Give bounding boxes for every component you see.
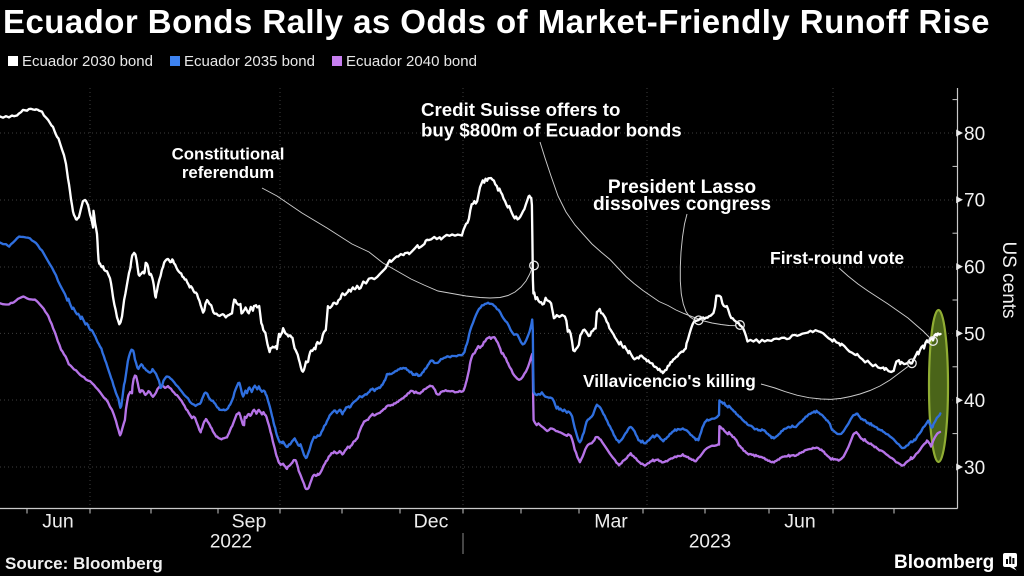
svg-text:President Lasso: President Lasso [608,177,756,198]
svg-text:30: 30 [964,458,985,479]
svg-text:Jun: Jun [42,511,73,533]
svg-text:US cents: US cents [998,241,1019,318]
svg-text:Credit Suisse offers to: Credit Suisse offers to [421,99,620,120]
svg-text:2023: 2023 [689,532,731,553]
svg-text:buy $800m of Ecuador bonds: buy $800m of Ecuador bonds [421,120,682,141]
svg-text:Mar: Mar [594,511,628,533]
svg-text:60: 60 [964,258,985,279]
svg-text:dissolves congress: dissolves congress [593,194,771,215]
svg-text:50: 50 [964,324,985,345]
svg-text:First-round vote: First-round vote [770,248,904,268]
svg-text:Dec: Dec [414,511,449,533]
svg-text:Constitutional: Constitutional [172,145,285,164]
svg-text:70: 70 [964,191,985,212]
svg-text:referendum: referendum [182,163,274,182]
svg-text:80: 80 [964,124,985,145]
svg-text:Jun: Jun [784,511,815,533]
svg-text:2022: 2022 [210,532,252,553]
svg-text:Villavicencio's killing: Villavicencio's killing [583,371,756,391]
svg-text:Sep: Sep [232,511,267,533]
svg-text:40: 40 [964,391,985,412]
